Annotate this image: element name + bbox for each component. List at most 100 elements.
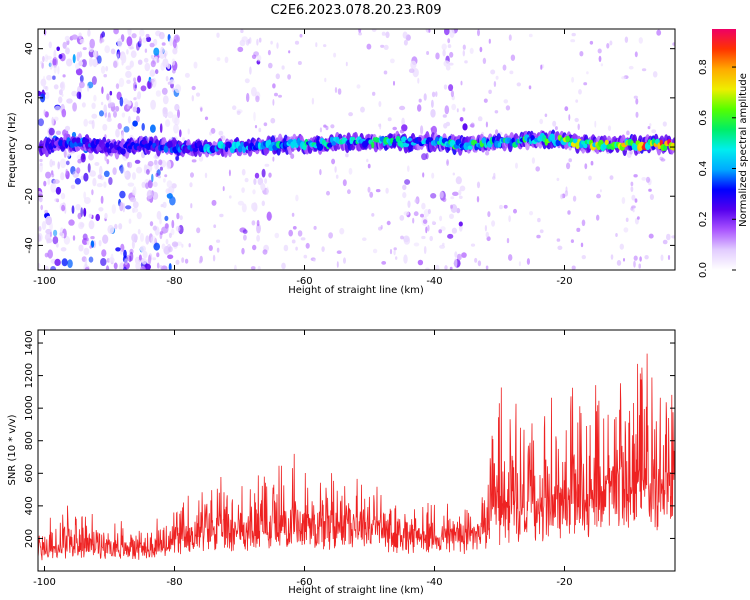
spectrogram-panel: -100 -80 -60 -40 -20 -40 -20 0 20 40 Frequency (H… (7, 28, 676, 296)
ridge-core (575, 142, 580, 149)
heatmap-speckle (399, 129, 405, 134)
heatmap-speckle (326, 190, 330, 196)
heatmap-speckle (449, 29, 455, 38)
heatmap-speckle (162, 95, 169, 105)
spectrogram-y-label: Frequency (Hz) (7, 112, 18, 188)
heatmap-speckle (53, 84, 59, 90)
heatmap-speckle (61, 258, 68, 267)
heatmap-speckle (166, 180, 173, 188)
heatmap-speckle (65, 160, 70, 166)
heatmap-speckle (155, 172, 159, 178)
heatmap-speckle (39, 162, 43, 167)
heatmap-speckle (134, 159, 141, 164)
heatmap-speckle (49, 159, 53, 168)
colorbar: 0.0 0.2 0.4 0.6 0.8 Normalized spectral ampl… (698, 29, 749, 278)
heatmap-speckle (630, 186, 634, 193)
heatmap-speckle (127, 115, 131, 124)
heatmap-speckle (152, 225, 157, 231)
heatmap-speckle (120, 164, 124, 174)
heatmap-speckle (101, 86, 104, 94)
heatmap-speckle (446, 159, 449, 166)
heatmap-speckle (150, 60, 156, 68)
heatmap-speckle (578, 89, 582, 95)
heatmap-speckle (426, 51, 430, 55)
heatmap-speckle (134, 256, 141, 265)
heatmap-speckle (366, 158, 369, 163)
heatmap-speckle (61, 93, 64, 97)
heatmap-speckle (114, 223, 118, 230)
heatmap-speckle (442, 114, 447, 118)
heatmap-speckle (571, 76, 575, 83)
heatmap-speckle (175, 259, 180, 265)
snr-y-label: SNR (10 * v/v) (7, 414, 18, 485)
heatmap-speckle (537, 217, 541, 223)
heatmap-speckle (142, 250, 148, 259)
heatmap-speckle (540, 64, 543, 70)
heatmap-speckle (92, 177, 97, 187)
heatmap-speckle (260, 183, 266, 191)
heatmap-speckle (571, 265, 576, 270)
heatmap-speckle (383, 70, 388, 75)
heatmap-speckle (123, 126, 130, 133)
heatmap-speckle (228, 169, 231, 177)
heatmap-speckle (485, 231, 489, 238)
heatmap-speckle (336, 250, 342, 254)
snr-y-tick-label: 1000 (24, 395, 35, 420)
heatmap-speckle (48, 41, 52, 49)
heatmap-speckle (488, 89, 492, 95)
heatmap-speckle (404, 179, 411, 185)
heatmap-speckle (162, 58, 169, 68)
heatmap-speckle (345, 61, 348, 67)
heatmap-speckle (88, 213, 93, 219)
heatmap-speckle (482, 57, 487, 64)
ridge-core (511, 137, 515, 144)
spectrogram-x-tick-label: -20 (556, 276, 572, 287)
ridge-core (371, 141, 375, 149)
heatmap-speckle (174, 103, 180, 112)
heatmap-speckle (121, 53, 127, 64)
heatmap-speckle (140, 85, 147, 92)
heatmap-speckle (362, 237, 367, 241)
heatmap-speckle (379, 123, 382, 130)
heatmap-speckle (267, 49, 271, 56)
heatmap-speckle (628, 65, 634, 70)
heatmap-speckle (89, 245, 92, 249)
heatmap-speckle (89, 38, 95, 49)
heatmap-speckle (66, 98, 73, 104)
heatmap-speckle (449, 266, 453, 270)
heatmap-speckle (272, 83, 276, 89)
heatmap-speckle (117, 123, 122, 130)
heatmap-speckle (72, 102, 77, 112)
heatmap-speckle (87, 163, 91, 173)
heatmap-speckle (149, 221, 154, 227)
colorbar-gradient (712, 29, 736, 270)
heatmap-speckle (639, 256, 642, 262)
heatmap-speckle (462, 123, 468, 131)
heatmap-speckle (101, 31, 105, 38)
heatmap-speckle (448, 62, 454, 66)
heatmap-speckle (330, 124, 335, 129)
heatmap-speckle (121, 112, 126, 118)
heatmap-speckle (345, 153, 349, 158)
heatmap-speckle (45, 171, 52, 179)
heatmap-speckle (454, 251, 458, 258)
heatmap-speckle (518, 261, 522, 267)
heatmap-speckle (97, 174, 103, 180)
heatmap-speckle (244, 177, 249, 183)
heatmap-speckle (252, 189, 256, 195)
heatmap-speckle (154, 159, 158, 166)
heatmap-speckle (418, 98, 422, 103)
heatmap-speckle (356, 84, 361, 89)
heatmap-speckle (529, 211, 534, 216)
heatmap-speckle (216, 247, 220, 253)
heatmap-speckle (531, 157, 536, 164)
heatmap-speckle (236, 110, 241, 116)
heatmap-speckle (413, 211, 419, 217)
heatmap-speckle (431, 172, 435, 179)
snr-panel: -100 -80 -60 -40 -20 200 400 600 800 1000 1200 1400… (7, 329, 676, 596)
heatmap-speckle (75, 68, 83, 76)
heatmap-speckle (408, 68, 415, 73)
heatmap-speckle (334, 166, 337, 173)
heatmap-speckle (210, 127, 216, 134)
heatmap-speckle (443, 60, 450, 67)
